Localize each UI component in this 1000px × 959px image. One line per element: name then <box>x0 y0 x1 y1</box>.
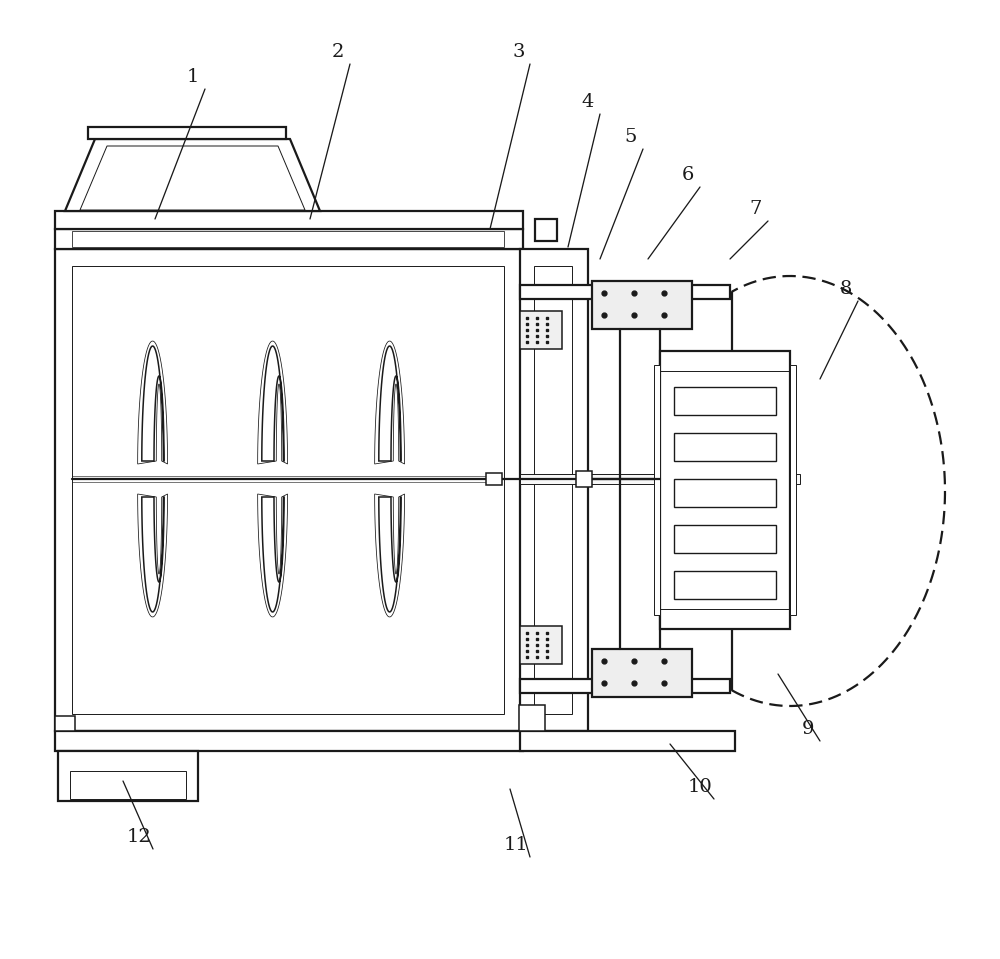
Polygon shape <box>80 146 305 210</box>
Text: 9: 9 <box>802 720 814 738</box>
Bar <box>55 249 523 731</box>
Bar <box>654 365 660 615</box>
Bar <box>660 351 790 629</box>
Polygon shape <box>379 497 401 612</box>
Bar <box>70 771 186 799</box>
Text: 8: 8 <box>840 280 852 298</box>
Bar <box>674 479 776 507</box>
Bar <box>674 525 776 553</box>
Bar <box>520 731 735 751</box>
Bar <box>674 387 776 415</box>
Polygon shape <box>379 346 401 461</box>
Text: 2: 2 <box>332 43 344 61</box>
Bar <box>519 705 545 731</box>
Bar <box>790 365 796 615</box>
Polygon shape <box>142 497 164 612</box>
Bar <box>534 266 572 714</box>
Polygon shape <box>262 497 284 612</box>
Bar <box>486 473 502 485</box>
Polygon shape <box>142 346 164 461</box>
Bar <box>55 211 523 229</box>
Bar <box>520 679 730 693</box>
Bar <box>520 249 588 731</box>
Bar <box>535 219 557 241</box>
Polygon shape <box>262 346 284 461</box>
Bar <box>520 626 562 664</box>
Bar <box>72 231 504 247</box>
Bar <box>520 311 562 349</box>
Bar <box>72 266 504 714</box>
Text: 4: 4 <box>582 93 594 111</box>
Text: 7: 7 <box>750 200 762 218</box>
Bar <box>576 471 592 487</box>
Bar <box>674 433 776 461</box>
Text: 6: 6 <box>682 166 694 184</box>
Bar <box>674 571 776 599</box>
Bar <box>55 229 523 249</box>
Text: 3: 3 <box>513 43 525 61</box>
Polygon shape <box>65 139 320 211</box>
Bar <box>520 474 800 484</box>
Bar <box>520 285 730 299</box>
Text: 12: 12 <box>127 828 151 846</box>
Bar <box>88 127 286 139</box>
Bar <box>58 751 198 801</box>
Text: 10: 10 <box>688 778 712 796</box>
Text: 5: 5 <box>625 128 637 146</box>
Bar <box>55 716 75 731</box>
Bar <box>592 649 692 697</box>
Text: 1: 1 <box>187 68 199 86</box>
Bar <box>592 281 692 329</box>
Text: 11: 11 <box>504 836 528 854</box>
Bar <box>55 731 523 751</box>
